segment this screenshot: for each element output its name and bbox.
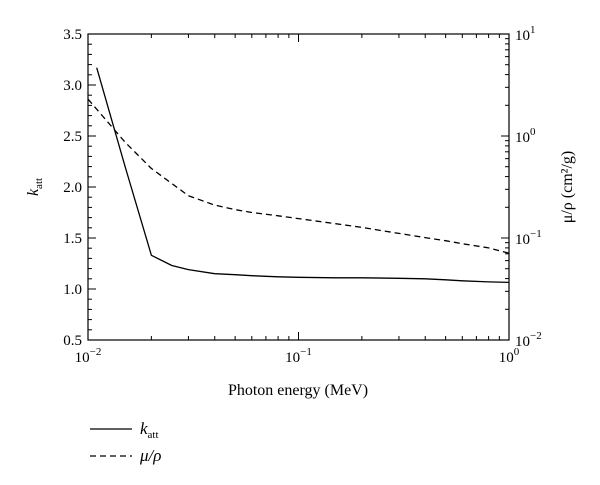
y-right-tick-label-0: 10−2 [515, 330, 542, 350]
x-tick-label-1-base: 10 [285, 350, 300, 366]
legend-label-k-att-sub: att [148, 429, 159, 441]
y-right-tick-label-2-exp: 0 [530, 126, 536, 138]
x-tick-label-0-base: 10 [75, 350, 90, 366]
x-tick-label-1-exp: −1 [300, 346, 312, 358]
x-tick-label-2: 100 [499, 346, 520, 366]
ticks [87, 33, 510, 341]
legend-label-k-att: katt [140, 419, 159, 441]
legend: katt μ/ρ [90, 419, 161, 465]
y-right-tick-label-1-exp: −1 [530, 228, 542, 240]
series-line-mu-rho [87, 98, 510, 254]
y-left-axis-label: katt [25, 178, 45, 196]
legend-label-k-att-main: k [140, 419, 148, 438]
x-tick-label-0: 10−2 [75, 346, 102, 366]
y-right-tick-label-3: 101 [515, 24, 536, 44]
y-right-tick-label-2-base: 10 [515, 130, 530, 146]
series-line-k-att [96, 67, 510, 284]
legend-label-mu-rho: μ/ρ [139, 446, 161, 465]
y-right-tick-label-0-exp: −2 [530, 330, 542, 342]
x-tick-label-2-base: 10 [499, 350, 514, 366]
x-tick-label-1: 10−1 [285, 346, 312, 366]
y-right-tick-label-1-base: 10 [515, 232, 530, 248]
y-right-tick-label-1: 10−1 [515, 228, 542, 248]
y-left-axis-label-sub: att [33, 178, 45, 189]
y-right-axis-label: μ/ρ (cm²/g) [559, 151, 576, 223]
y-left-tick-label-3: 2.0 [63, 180, 82, 196]
y-left-tick-label-6: 3.5 [63, 27, 82, 43]
tick-labels: 10−2 10−1 1000.51.01.52.02.53.03.510−210−1… [63, 24, 541, 366]
y-left-tick-label-2: 1.5 [63, 231, 82, 247]
y-left-tick-label-5: 3.0 [63, 78, 82, 94]
y-right-tick-label-3-base: 10 [515, 28, 530, 44]
y-left-axis-label-main: k [25, 188, 42, 196]
y-left-tick-label-4: 2.5 [63, 129, 82, 145]
y-left-tick-label-1: 1.0 [63, 282, 82, 298]
series-layer [87, 67, 510, 284]
x-axis-label: Photon energy (MeV) [228, 382, 368, 399]
y-right-tick-label-0-base: 10 [515, 334, 530, 350]
x-tick-label-2-exp: 0 [514, 346, 520, 358]
plot-frame [87, 33, 510, 341]
y-left-tick-label-0: 0.5 [63, 333, 82, 349]
y-right-tick-label-3-exp: 1 [530, 24, 536, 36]
y-right-tick-label-2: 100 [515, 126, 536, 146]
x-tick-label-0-exp: −2 [90, 346, 102, 358]
